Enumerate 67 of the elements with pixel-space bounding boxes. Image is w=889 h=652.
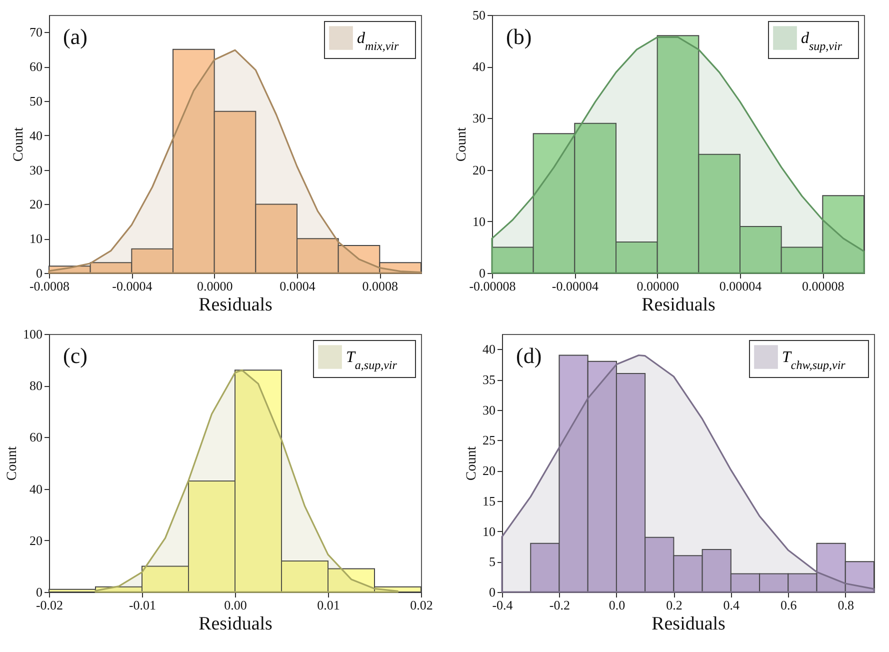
y-tick-label: 30: [482, 402, 496, 418]
x-axis-title: Residuals: [652, 614, 726, 634]
y-tick-label: 20: [482, 463, 496, 478]
y-tick-label: 40: [30, 128, 42, 143]
annotation: (b): [506, 24, 532, 49]
x-tick-label: 0.0008: [362, 278, 398, 294]
legend-label: T$_{chw,sup,vir}$: [782, 349, 846, 372]
legend-label: d$_{mix,vir}$: [357, 30, 399, 53]
x-axis-title: Residuals: [198, 614, 272, 634]
y-tick-label: 40: [472, 59, 486, 74]
y-tick-label: 5: [489, 554, 496, 570]
x-tick-label: -0.00004: [552, 278, 599, 294]
x-tick-label: 0.01: [317, 598, 340, 612]
legend-label: d$_{sup,vir}$: [801, 30, 842, 53]
y-tick-label: 20: [30, 532, 42, 548]
y-tick-label: 0: [36, 266, 42, 280]
y-tick-label: 40: [482, 342, 496, 357]
y-tick-label: 0: [36, 584, 42, 600]
y-tick-label: 100: [23, 326, 42, 342]
annotation: (c): [63, 343, 88, 368]
y-tick-label: 30: [472, 110, 486, 126]
y-tick-label: 50: [30, 94, 42, 108]
x-tick-label: 0.00: [224, 598, 247, 612]
y-axis-title: Count: [5, 446, 20, 481]
y-tick-label: 10: [30, 231, 42, 246]
y-tick-label: 20: [472, 162, 486, 178]
x-tick-label: 0.00000: [636, 278, 679, 294]
annotation: (d): [516, 343, 542, 368]
y-tick-label: 80: [30, 378, 42, 394]
x-tick-label: 0.2: [666, 598, 682, 612]
x-axis-title: Residuals: [642, 294, 716, 316]
y-tick-label: 20: [30, 196, 42, 212]
y-tick-label: 70: [30, 24, 42, 40]
x-tick-label: -0.2: [549, 598, 570, 612]
y-axis-title: Count: [464, 446, 480, 481]
annotation: (a): [63, 24, 88, 49]
y-tick-label: 15: [482, 493, 496, 508]
x-tick-label: 0.0: [608, 598, 626, 612]
x-tick-label: -0.02: [36, 598, 64, 612]
legend-label: T$_{a,sup,vir}$: [346, 349, 398, 372]
y-axis-title: Count: [454, 127, 470, 162]
y-tick-label: 40: [30, 481, 42, 496]
y-tick-label: 25: [482, 432, 496, 448]
x-tick-label: -0.4: [492, 598, 514, 612]
y-axis-title: Count: [12, 127, 26, 162]
x-tick-label: 0.0000: [196, 278, 233, 294]
x-tick-label: -0.0008: [29, 278, 70, 294]
y-tick-label: 0: [489, 584, 496, 600]
y-tick-label: 60: [30, 430, 42, 445]
x-tick-label: 0.02: [410, 598, 433, 612]
y-tick-label: 35: [482, 372, 496, 388]
x-tick-label: 0.4: [723, 598, 740, 612]
y-tick-label: 50: [472, 8, 486, 22]
x-tick-label: 0.00004: [719, 278, 762, 294]
y-tick-label: 60: [30, 59, 42, 74]
y-tick-label: 10: [482, 524, 496, 539]
y-tick-label: 0: [479, 266, 486, 280]
x-tick-label: -0.0004: [112, 278, 153, 294]
x-tick-label: 0.6: [780, 598, 798, 612]
y-tick-label: 10: [472, 214, 486, 229]
x-axis-title: Residuals: [198, 294, 272, 316]
x-tick-label: 0.0004: [280, 278, 316, 294]
x-tick-label: 0.8: [838, 598, 854, 612]
y-tick-label: 30: [30, 162, 42, 178]
x-tick-label: -0.00008: [469, 278, 516, 294]
x-tick-label: 0.00008: [802, 278, 844, 294]
x-tick-label: -0.01: [128, 598, 156, 612]
